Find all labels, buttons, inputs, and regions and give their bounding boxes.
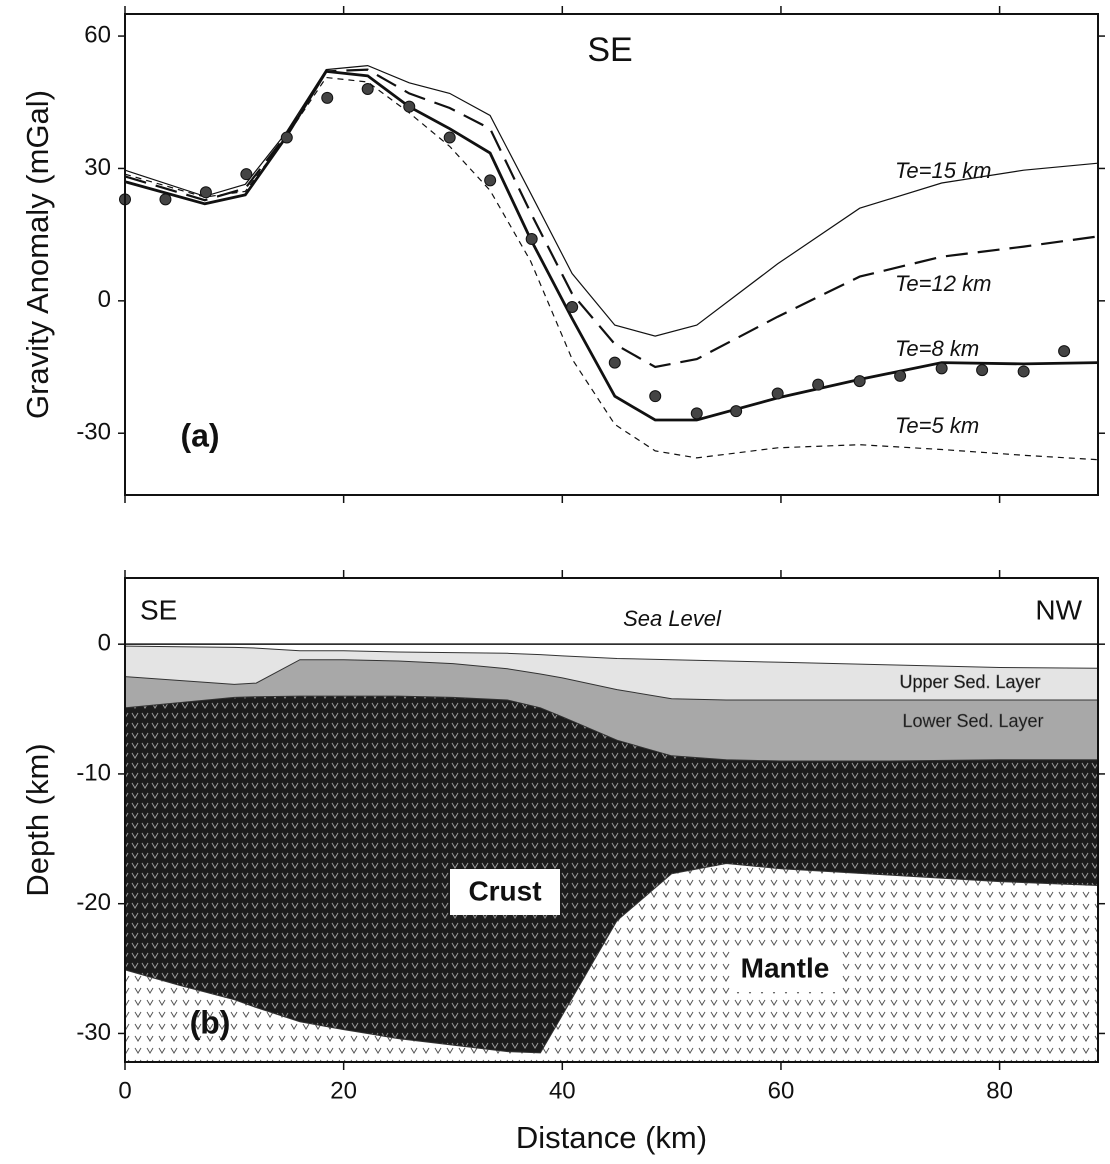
- observed-point: [525, 233, 538, 246]
- x-tick-label: 40: [549, 1077, 576, 1104]
- observed-point: [690, 407, 703, 420]
- x-tick-label: 60: [768, 1077, 795, 1104]
- layer: [125, 696, 1098, 1053]
- y-tick-label: -10: [76, 759, 111, 786]
- layer-boundary: [124, 659, 1098, 701]
- observed-point: [730, 405, 743, 418]
- frame: [124, 13, 1099, 496]
- layer-boundary: [124, 695, 1098, 762]
- y-tick-label: -30: [76, 1019, 111, 1046]
- observed-point: [608, 356, 621, 369]
- observed-point: [566, 301, 579, 314]
- observed-point: [935, 362, 948, 375]
- model-curve: [124, 69, 1099, 422]
- y-axis-title: Depth (km): [20, 743, 55, 896]
- observed-point: [1017, 365, 1030, 378]
- curve-label: Te=5 km: [895, 413, 979, 438]
- observed-point: [443, 131, 456, 144]
- observed-point: [159, 193, 172, 206]
- layer: [125, 863, 1098, 1062]
- y-tick-label: 30: [84, 154, 111, 181]
- y-axis-title: Gravity Anomaly (mGal): [20, 90, 55, 419]
- panel-title: SE: [587, 31, 632, 69]
- y-tick-label: 60: [84, 21, 111, 48]
- curve-label: Te=8 km: [895, 336, 979, 361]
- plot-area: [124, 645, 1099, 1062]
- layer-label: Lower Sed. Layer: [902, 711, 1043, 731]
- panel-label: (a): [180, 417, 219, 453]
- observed-point: [894, 369, 907, 382]
- layer: [125, 659, 1098, 761]
- model-curve: [124, 76, 1099, 461]
- observed-point: [484, 174, 497, 187]
- sea-level-label: Sea Level: [623, 606, 722, 631]
- model-curve: [124, 68, 1099, 369]
- x-tick-label: 0: [118, 1077, 131, 1104]
- observed-point: [649, 390, 662, 403]
- observed-point: [240, 168, 253, 181]
- observed-point: [199, 186, 212, 199]
- observed-point: [771, 387, 784, 400]
- x-tick-label: 20: [330, 1077, 357, 1104]
- layer-label: Upper Sed. Layer: [899, 672, 1040, 692]
- label-box: [450, 869, 560, 915]
- observed-point: [853, 375, 866, 388]
- y-tick-label: -20: [76, 889, 111, 916]
- observed-point: [361, 83, 374, 96]
- side-label: SE: [140, 594, 177, 625]
- plot-area: [119, 64, 1099, 461]
- y-tick-label: -30: [76, 419, 111, 446]
- observed-point: [321, 91, 334, 104]
- observed-point: [403, 100, 416, 113]
- frame: [124, 577, 1099, 1063]
- curve-label: Te=15 km: [895, 158, 991, 183]
- layer: [125, 646, 1098, 700]
- curve-label: Te=12 km: [895, 271, 991, 296]
- observed-point: [1058, 345, 1071, 358]
- x-tick-label: 80: [986, 1077, 1013, 1104]
- observed-point: [812, 378, 825, 391]
- layer-boundary: [124, 862, 1099, 1054]
- side-label: NW: [1035, 594, 1082, 625]
- y-tick-label: 0: [98, 630, 111, 657]
- x-axis-title: Distance (km): [516, 1120, 707, 1155]
- layer-label: Crust: [468, 875, 541, 906]
- panel-label: (b): [190, 1004, 231, 1040]
- layer-label: Mantle: [741, 952, 830, 983]
- label-box: [730, 946, 840, 992]
- observed-point: [976, 364, 989, 377]
- observed-point: [280, 131, 293, 144]
- y-tick-label: 0: [98, 286, 111, 313]
- layer-boundary: [124, 645, 1099, 669]
